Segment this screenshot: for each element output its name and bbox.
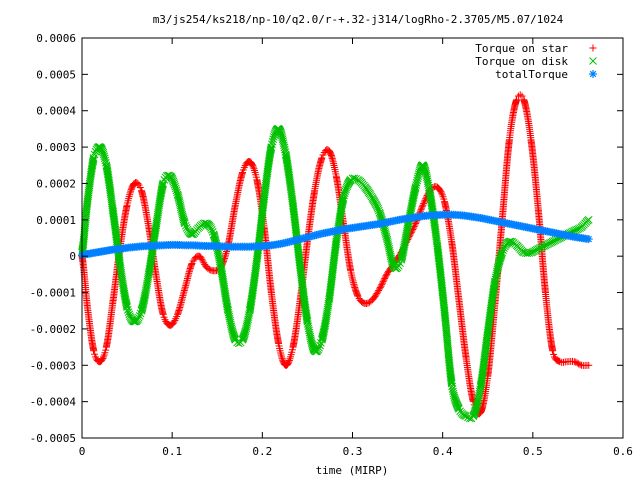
- interp-point: [102, 346, 110, 354]
- interp-point: [173, 313, 181, 321]
- interp-point: [353, 291, 361, 299]
- interp-point: [332, 170, 340, 178]
- interp-point: [199, 257, 207, 265]
- interp-point: [231, 203, 239, 211]
- interp-point: [170, 318, 178, 326]
- data-point: [419, 201, 427, 209]
- interp-point: [346, 265, 354, 273]
- interp-point: [575, 360, 583, 368]
- interp-point: [127, 187, 135, 195]
- marker-stroke: [173, 190, 182, 199]
- interp-point: [365, 298, 373, 306]
- interp-point: [572, 358, 580, 366]
- interp-point: [249, 162, 257, 170]
- series-torque-on-star: [78, 91, 593, 418]
- interp-point: [417, 206, 425, 214]
- interp-point: [249, 163, 257, 171]
- interp-point: [381, 275, 389, 283]
- interp-point: [378, 279, 386, 287]
- interp-point: [274, 338, 282, 346]
- interp-point: [241, 162, 249, 170]
- interp-point: [152, 269, 160, 277]
- interp-point: [373, 290, 381, 298]
- interp-point: [418, 203, 426, 211]
- marker-stroke: [79, 235, 88, 244]
- interp-point: [188, 261, 196, 269]
- interp-point: [420, 200, 428, 208]
- interp-point: [205, 265, 213, 273]
- interp-point: [379, 278, 387, 286]
- interp-point: [159, 309, 167, 317]
- marker-stroke: [123, 303, 131, 311]
- interp-point: [380, 276, 388, 284]
- interp-point: [377, 282, 385, 290]
- interp-point: [221, 251, 229, 259]
- interp-point: [247, 159, 255, 167]
- interp-point: [283, 361, 291, 369]
- interp-point: [200, 259, 208, 267]
- interp-point: [134, 179, 142, 187]
- interp-point: [376, 284, 384, 292]
- interp-point: [583, 361, 591, 369]
- interp-point: [569, 357, 577, 365]
- interp-point: [518, 92, 526, 100]
- interp-point: [285, 358, 293, 366]
- interp-point: [411, 221, 419, 229]
- interp-point: [144, 221, 152, 229]
- interp-point: [420, 198, 428, 206]
- interp-point: [440, 195, 448, 203]
- interp-point: [285, 357, 293, 364]
- interp-point: [359, 299, 367, 307]
- interp-point: [278, 355, 286, 363]
- interp-point: [382, 272, 390, 280]
- plot-area: [78, 91, 593, 423]
- interp-point: [136, 183, 144, 191]
- marker-stroke: [180, 219, 189, 228]
- interp-point: [169, 319, 177, 327]
- interp-point: [548, 346, 556, 354]
- marker-stroke: [209, 230, 218, 239]
- marker-stroke: [79, 238, 88, 247]
- x-axis-label: time (MIRP): [316, 464, 389, 477]
- interp-point: [238, 170, 246, 178]
- interp-point: [378, 281, 386, 289]
- interp-point: [573, 359, 581, 367]
- interp-point: [512, 97, 520, 105]
- interp-point: [180, 287, 188, 295]
- interp-point: [278, 353, 286, 361]
- interp-point: [437, 188, 445, 196]
- interp-point: [438, 189, 446, 197]
- interp-point: [371, 292, 379, 300]
- marker-stroke: [483, 328, 492, 337]
- interp-point: [99, 355, 107, 363]
- interp-point: [375, 286, 383, 294]
- chart-title: m3/js254/ks218/np-10/q2.0/r-+.32-j314/lo…: [153, 13, 564, 26]
- interp-point: [288, 346, 296, 354]
- interp-point: [204, 264, 212, 272]
- interp-point: [317, 155, 325, 163]
- interp-point: [576, 361, 584, 369]
- interp-point: [418, 204, 426, 212]
- interp-point: [123, 203, 131, 211]
- interp-point: [310, 188, 318, 196]
- interp-point: [89, 346, 97, 354]
- interp-point: [252, 173, 260, 181]
- marker-stroke: [375, 208, 384, 217]
- interp-point: [197, 254, 205, 262]
- interp-point: [126, 189, 134, 197]
- marker-stroke: [382, 234, 391, 242]
- interp-point: [250, 165, 258, 173]
- interp-point: [198, 255, 206, 263]
- interp-point: [222, 249, 230, 257]
- interp-point: [201, 260, 209, 268]
- interp-point: [126, 191, 134, 199]
- interp-point: [381, 273, 389, 281]
- interp-point: [130, 180, 138, 188]
- interp-point: [372, 291, 380, 299]
- interp-point: [374, 288, 382, 296]
- interp-point: [516, 91, 524, 99]
- marker-stroke: [79, 237, 88, 246]
